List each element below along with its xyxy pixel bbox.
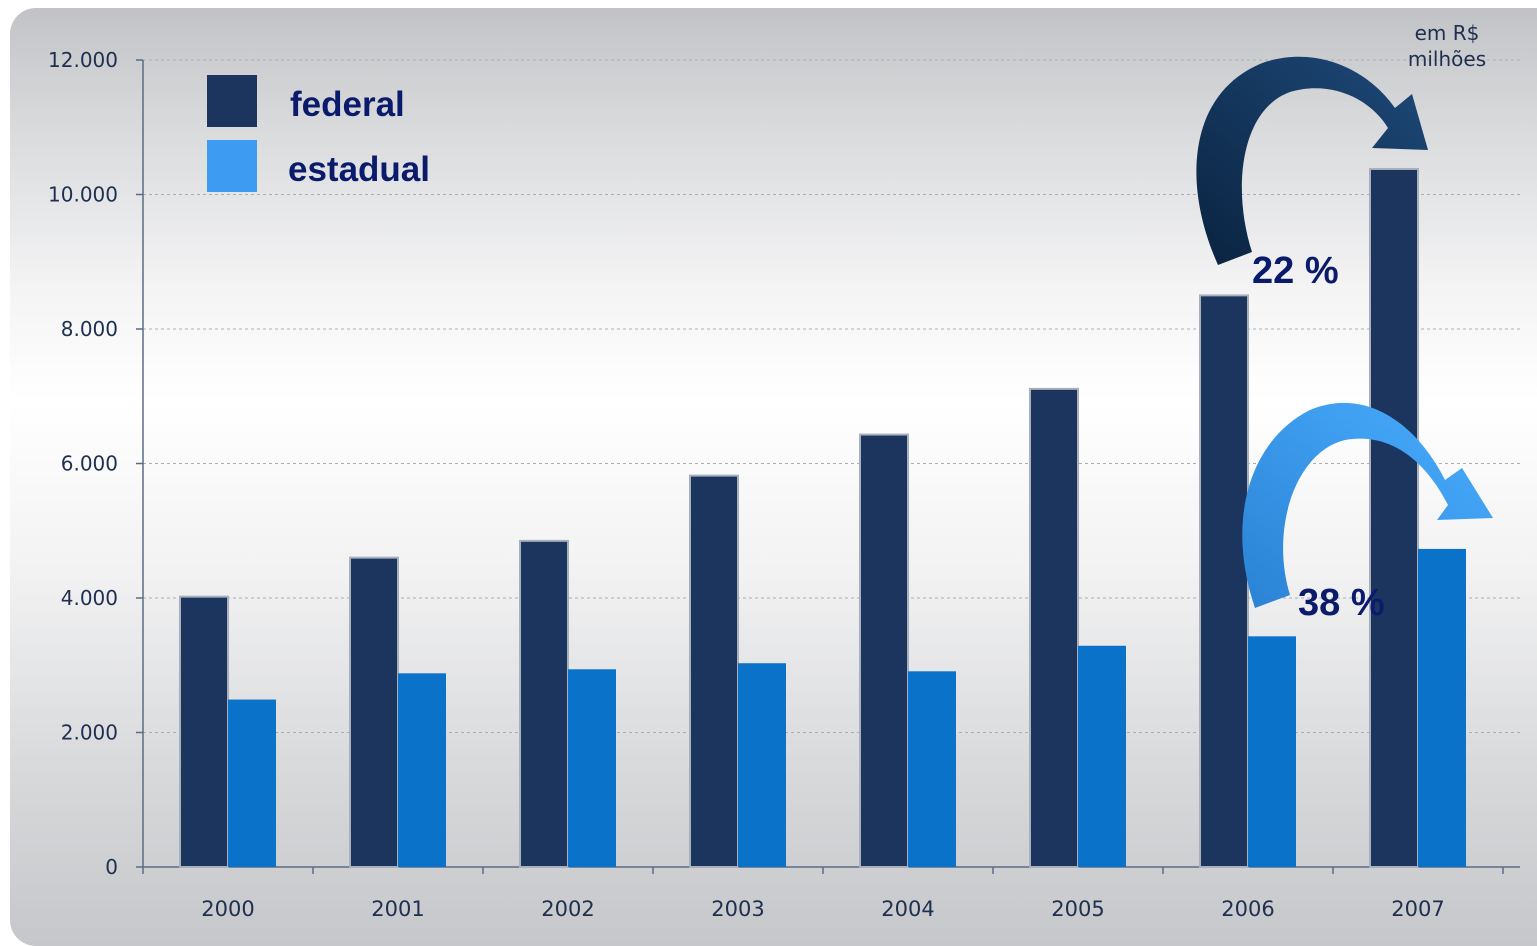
bar-federal-2006 [1199, 294, 1249, 868]
bar-estadual-2003 [738, 663, 786, 867]
legend-swatch-estadual [207, 140, 257, 192]
axes: 0 2.000 4.000 6.000 8.000 10.000 12.000 2000 200… [48, 48, 1520, 921]
x-tick-label: 2003 [711, 897, 764, 921]
bar-federal-2003 [689, 474, 739, 868]
y-tick-label: 6.000 [61, 452, 118, 476]
y-tick-label: 4.000 [61, 586, 118, 610]
bar-federal-2004 [859, 433, 909, 868]
bar-federal-2000 [179, 595, 229, 869]
bar-estadual-2005 [1078, 645, 1126, 867]
bar-federal-2001 [349, 556, 399, 869]
growth-arrows [1196, 56, 1493, 608]
bar-federal-2005 [1029, 387, 1079, 868]
estadual-growth-arrow [1242, 402, 1493, 608]
unit-note-line-2: milhões [1407, 47, 1487, 71]
unit-note: em R$ milhões [1372, 20, 1522, 72]
bar-estadual-2007 [1418, 548, 1466, 867]
bar-estadual-2002 [568, 669, 616, 867]
bar-estadual-2000 [228, 699, 276, 867]
bar-estadual-2004 [908, 671, 956, 867]
bar-estadual-2006 [1248, 636, 1296, 867]
y-tick-label: 2.000 [61, 721, 118, 745]
bar-estadual-2001 [398, 673, 446, 867]
legend-swatch-federal [207, 75, 257, 127]
y-tick-label: 0 [105, 855, 118, 879]
y-tick-label: 8.000 [61, 317, 118, 341]
legend-label-federal: federal [290, 85, 405, 124]
x-tick-label: 2002 [541, 897, 594, 921]
x-tick-label: 2005 [1051, 897, 1104, 921]
federal-growth-label: 22 % [1252, 250, 1339, 292]
legend-label-estadual: estadual [288, 150, 430, 189]
x-tick-label: 2004 [881, 897, 934, 921]
y-tick-label: 10.000 [48, 183, 118, 207]
x-tick-label: 2001 [371, 897, 424, 921]
bars [179, 167, 1466, 869]
x-tick-label: 2000 [201, 897, 254, 921]
estadual-growth-label: 38 % [1298, 582, 1385, 624]
y-tick-label: 12.000 [48, 48, 118, 72]
unit-note-line-1: em R$ [1414, 21, 1480, 45]
bar-federal-2002 [519, 539, 569, 869]
bar-federal-2007 [1369, 167, 1419, 868]
federal-growth-arrow [1196, 56, 1428, 265]
x-tick-label: 2007 [1391, 897, 1444, 921]
x-tick-label: 2006 [1221, 897, 1274, 921]
